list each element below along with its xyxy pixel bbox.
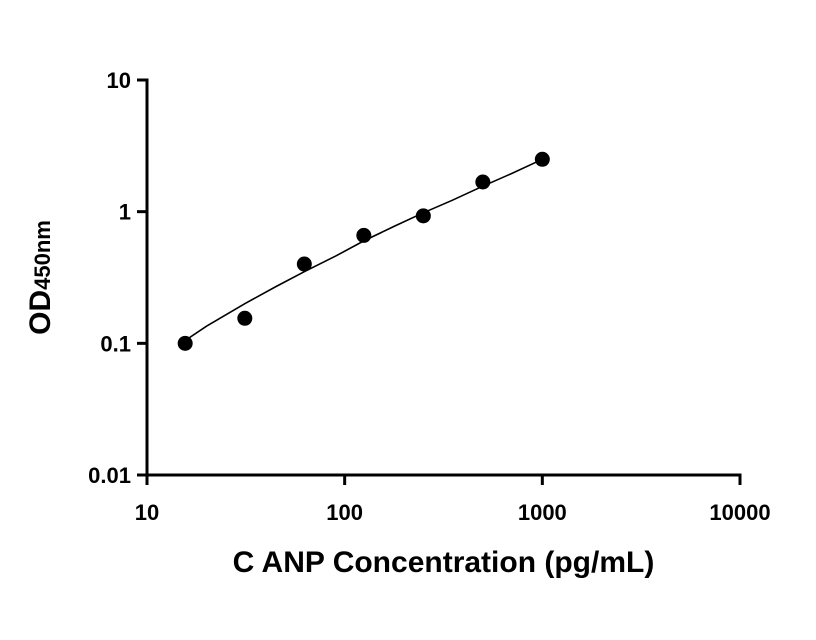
y-tick-label: 0.1 <box>100 331 131 356</box>
y-ticks: 0.01 0.1 1 10 <box>88 68 147 488</box>
data-point <box>356 227 372 243</box>
y-tick-label: 0.01 <box>88 463 131 488</box>
y-axis-title: OD450nm <box>24 220 57 335</box>
y-axis: 0.01 0.1 1 10 <box>88 68 149 488</box>
data-points <box>177 151 550 351</box>
data-point <box>534 151 550 167</box>
y-axis-title-main: OD <box>24 290 57 335</box>
y-tick-label: 1 <box>119 200 131 225</box>
x-tick-label: 10 <box>135 500 159 525</box>
x-axis-title: C ANP Concentration (pg/mL) <box>233 546 655 579</box>
x-axis: 10 100 1000 10000 <box>135 473 771 525</box>
y-axis-title-subscript: 450nm <box>30 220 55 290</box>
x-tick-label: 10000 <box>709 500 770 525</box>
data-point <box>296 256 312 272</box>
x-tick-label: 1000 <box>518 500 567 525</box>
data-point <box>237 310 253 326</box>
data-point <box>177 335 193 351</box>
x-ticks: 10 100 1000 10000 <box>135 475 771 525</box>
data-point <box>475 174 491 190</box>
data-point <box>415 208 431 224</box>
y-tick-label: 10 <box>107 68 131 93</box>
x-tick-label: 100 <box>326 500 363 525</box>
